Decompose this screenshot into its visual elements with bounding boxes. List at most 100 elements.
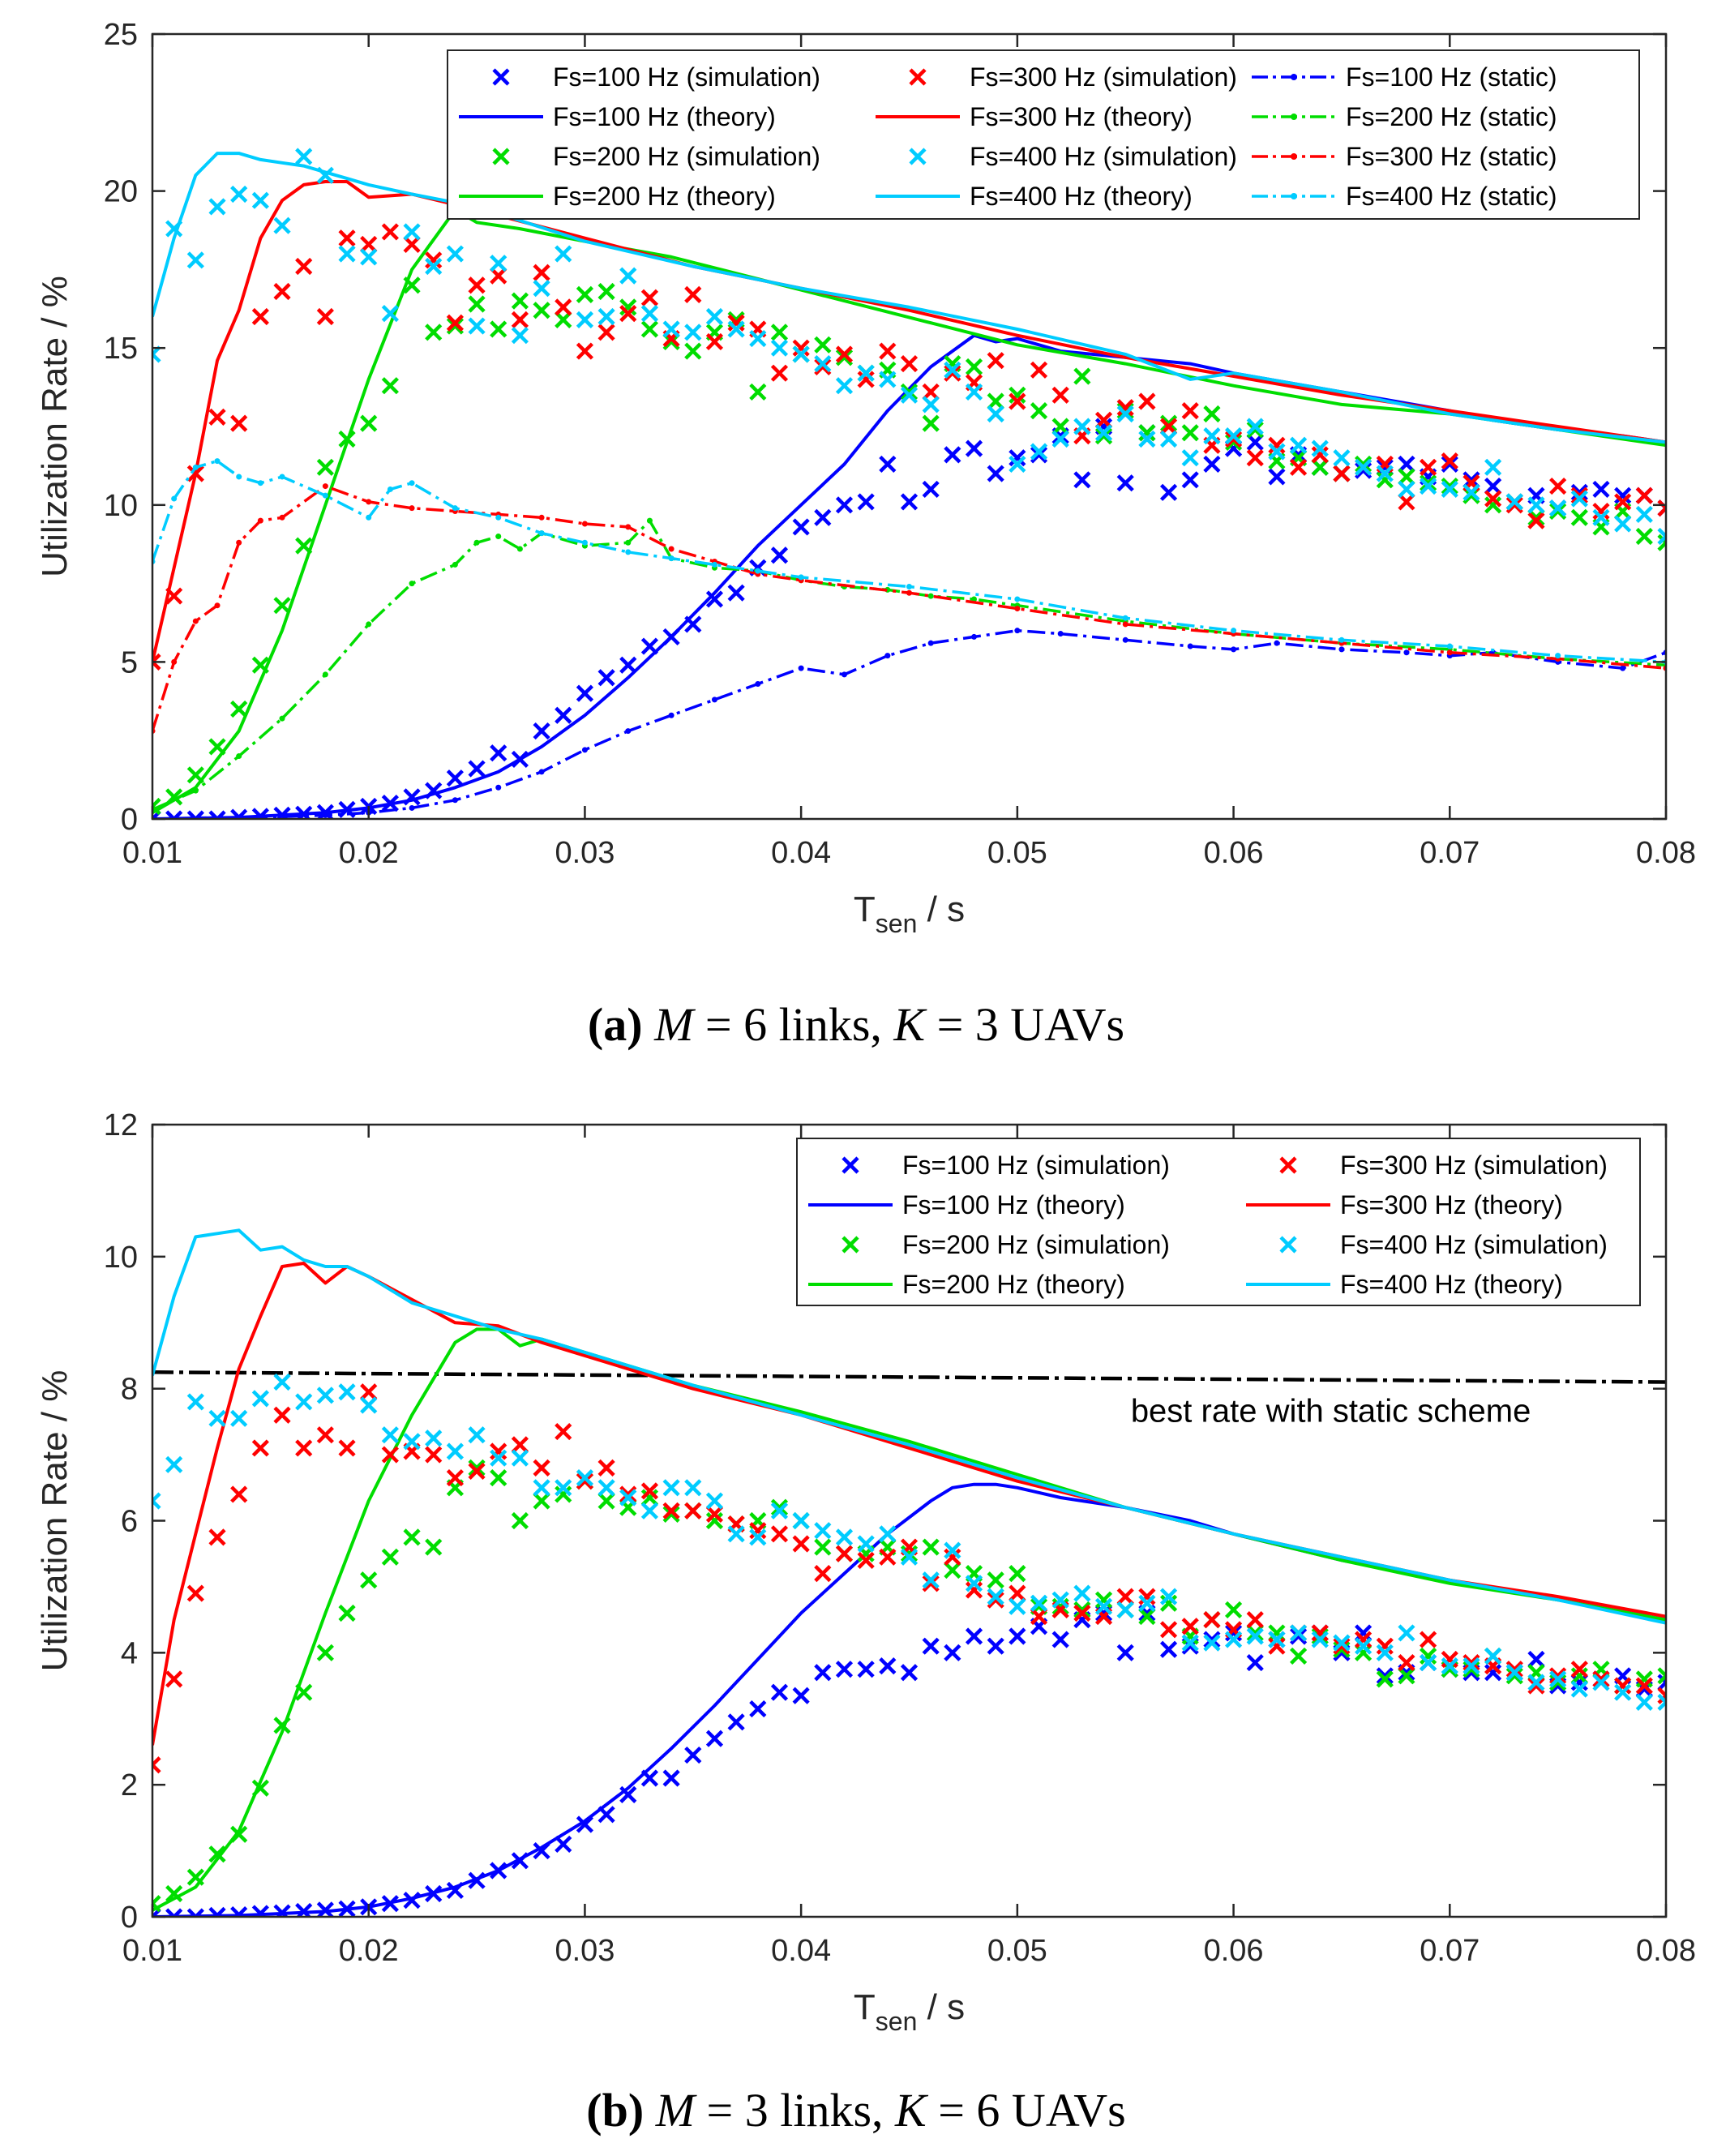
- panel-a-fs-300-hz-static-point: [1446, 649, 1453, 656]
- panel-a-fs-400-hz-simulation-point: [1355, 458, 1373, 476]
- panel-b-fs-400-hz-simulation-point: [922, 1571, 940, 1589]
- panel-a-legend-item: Fs=200 Hz (theory): [459, 182, 776, 211]
- panel-b-fs-200-hz-simulation-point: [338, 1604, 356, 1622]
- panel-b-fs-100-hz-simulation-point: [814, 1664, 832, 1682]
- panel-b-fs-200-hz-simulation-point: [490, 1468, 507, 1487]
- panel-b-fs-400-hz-simulation-point: [835, 1528, 854, 1546]
- panel-a-fs-100-hz-static-point: [495, 784, 502, 791]
- panel-b-fs-400-hz-simulation-point: [1094, 1597, 1113, 1615]
- panel-a-fs-200-hz-simulation-point: [1398, 468, 1415, 486]
- panel-b-fs-300-hz-simulation-point: [1549, 1667, 1567, 1685]
- panel-a-fs-200-hz-static-point: [495, 534, 502, 540]
- panel-b-fs-100-hz-simulation-point: [944, 1644, 961, 1661]
- panel-a-fs-100-hz-static-point: [884, 653, 891, 659]
- panel-b-x-tick-label: 0.01: [122, 1934, 182, 1968]
- panel-a-fs-300-hz-simulation-point: [1657, 499, 1666, 517]
- panel-a-fs-300-hz-simulation-point: [1441, 452, 1458, 470]
- panel-b-fs-300-hz-simulation-point: [165, 1670, 183, 1688]
- panel-a-fs-300-hz-simulation-point: [381, 223, 399, 241]
- panel-a-fs-100-hz-static-dots: [152, 628, 1666, 819]
- panel-a-fs-400-hz-simulation-point: [1094, 424, 1113, 442]
- panel-b-fs-300-hz-simulation-point: [1333, 1637, 1351, 1655]
- panel-b-fs-400-hz-simulation-point: [403, 1433, 421, 1451]
- panel-a-fs-300-hz-static-point: [257, 517, 263, 524]
- panel-b-legend-label: Fs=300 Hz (theory): [1340, 1190, 1563, 1219]
- panel-b-y-axis-label: Utilization Rate / %: [35, 1370, 75, 1672]
- panel-a-fs-200-hz-simulation-point: [1570, 508, 1588, 526]
- panel-a-legend-item: Fs=300 Hz (simulation): [909, 62, 1237, 92]
- panel-b-fs-300-hz-simulation-point: [1268, 1637, 1286, 1655]
- panel-a-fs-400-hz-simulation-point: [705, 307, 724, 326]
- panel-b-fs-400-hz-simulation-point: [1333, 1634, 1351, 1652]
- panel-a-fs-100-hz-simulation-point: [1030, 446, 1048, 464]
- panel-b-fs-400-hz-simulation-point: [597, 1479, 615, 1497]
- panel-a-fs-100-hz-simulation-point: [879, 455, 897, 474]
- panel-a-fs-100-hz-simulation-point: [446, 769, 464, 787]
- panel-a-fs-400-hz-simulation-point: [1462, 483, 1480, 501]
- panel-b-fs-400-hz-simulation-point: [619, 1489, 637, 1507]
- panel-b-fs-400-hz-simulation-point: [1505, 1664, 1523, 1682]
- panel-a-fs-200-hz-static-point: [192, 787, 199, 794]
- panel-a-fs-100-hz-simulation-point: [1376, 458, 1394, 476]
- panel-a-fs-300-hz-simulation-point: [1635, 486, 1653, 504]
- panel-a-fs-100-hz-simulation-point: [965, 439, 983, 457]
- panel-b-fs-200-hz-simulation-point: [1376, 1670, 1394, 1688]
- panel-b-fs-400-hz-simulation-point: [1462, 1657, 1480, 1675]
- panel-a-fs-200-hz-simulation-point: [208, 738, 226, 756]
- panel-a-fs-300-hz-simulation-point: [1116, 399, 1134, 417]
- panel-a-fs-100-hz-simulation-point: [1246, 433, 1264, 451]
- panel-a-fs-300-hz-static-line: [152, 484, 1666, 732]
- panel-a-fs-100-hz-static-point: [1338, 646, 1345, 653]
- panel-b-fs-300-hz-simulation-point: [684, 1502, 702, 1519]
- panel-b-fs-300-hz-simulation-point: [835, 1545, 854, 1562]
- panel-b-fs-400-hz-simulation-point: [208, 1409, 226, 1427]
- panel-b-fs-300-hz-simulation-point: [186, 1584, 204, 1602]
- panel-a-fs-200-hz-simulation-point: [835, 349, 854, 366]
- panel-a-fs-100-hz-simulation-point: [490, 744, 507, 762]
- panel-b-fs-400-hz-simulation-point: [533, 1479, 550, 1497]
- panel-b-y-tick-label: 0: [121, 1901, 138, 1935]
- panel-a-fs-100-hz-simulation-point: [944, 446, 961, 464]
- panel-b-fs-200-hz-simulation-point: [1420, 1647, 1437, 1665]
- panel-a-fs-200-hz-simulation-point: [1311, 458, 1329, 476]
- panel-b-fs-400-hz-simulation-point: [152, 1492, 161, 1510]
- panel-a-fs-400-hz-simulation-point: [468, 317, 486, 335]
- panel-a-fs-100-hz-simulation-point: [208, 810, 226, 819]
- panel-a-fs-300-hz-simulation-point: [1268, 436, 1286, 454]
- panel-b-fs-200-hz-simulation-point: [705, 1511, 724, 1530]
- panel-a-fs-400-hz-simulation-point: [662, 320, 680, 338]
- panel-a-legend-label: Fs=200 Hz (theory): [553, 182, 776, 211]
- panel-a-fs-400-hz-static-point: [171, 495, 178, 502]
- panel-b-fs-200-hz-simulation-point: [1398, 1667, 1415, 1685]
- panel-a-fs-400-hz-simulation-point: [1311, 439, 1329, 457]
- panel-a-fs-200-hz-simulation-point: [490, 320, 507, 338]
- panel-a-fs-300-hz-simulation-point: [814, 358, 832, 376]
- panel-a-fs-200-hz-simulation-point: [1030, 402, 1048, 420]
- panel-a-fs-400-hz-simulation-point: [1289, 436, 1308, 454]
- panel-a-fs-100-hz-simulation-point: [381, 795, 399, 812]
- panel-b-fs-100-hz-simulation-point: [1116, 1644, 1134, 1661]
- panel-a-fs-400-hz-static-point: [192, 464, 199, 470]
- panel-a-fs-400-hz-simulation-point: [814, 354, 832, 373]
- panel-a-legend-label: Fs=300 Hz (static): [1346, 142, 1557, 171]
- panel-b-fs-200-hz-simulation-point: [230, 1825, 248, 1843]
- panel-a-fs-100-hz-simulation-point: [662, 628, 680, 646]
- panel-b-fs-200-hz-simulation-point: [1657, 1667, 1666, 1685]
- panel-a-fs-400-hz-simulation-point: [792, 345, 810, 363]
- panel-b-x-tick-label: 0.05: [987, 1934, 1047, 1968]
- panel-b-fs-100-hz-simulation-point: [338, 1900, 356, 1917]
- panel-a-fs-400-hz-static-point: [1446, 643, 1453, 649]
- panel-b-fs-300-hz-simulation-point: [792, 1535, 810, 1553]
- panel-b-legend-item: Fs=100 Hz (simulation): [842, 1151, 1170, 1180]
- panel-b: 0.01 0.02 0.03 0.04 0.05 0.06 0.07 0.08 0 2 4 6 8 10 1…: [35, 1108, 1696, 2137]
- panel-b-fs-300-hz-simulation-point: [295, 1439, 313, 1457]
- panel-a-fs-300-hz-static-point: [409, 505, 415, 512]
- panel-a-fs-400-hz-static-point: [1231, 628, 1237, 634]
- panel-b-fs-100-hz-simulation-point: [857, 1661, 875, 1678]
- panel-a-fs-100-hz-simulation-point: [1073, 471, 1091, 489]
- panel-b-fs-300-hz-simulation-point: [555, 1422, 572, 1441]
- panel-a-fs-200-hz-simulation-point: [425, 324, 443, 341]
- panel-a-legend-marker-icon: [492, 68, 510, 86]
- panel-a-fs-300-hz-simulation-point: [1484, 490, 1502, 508]
